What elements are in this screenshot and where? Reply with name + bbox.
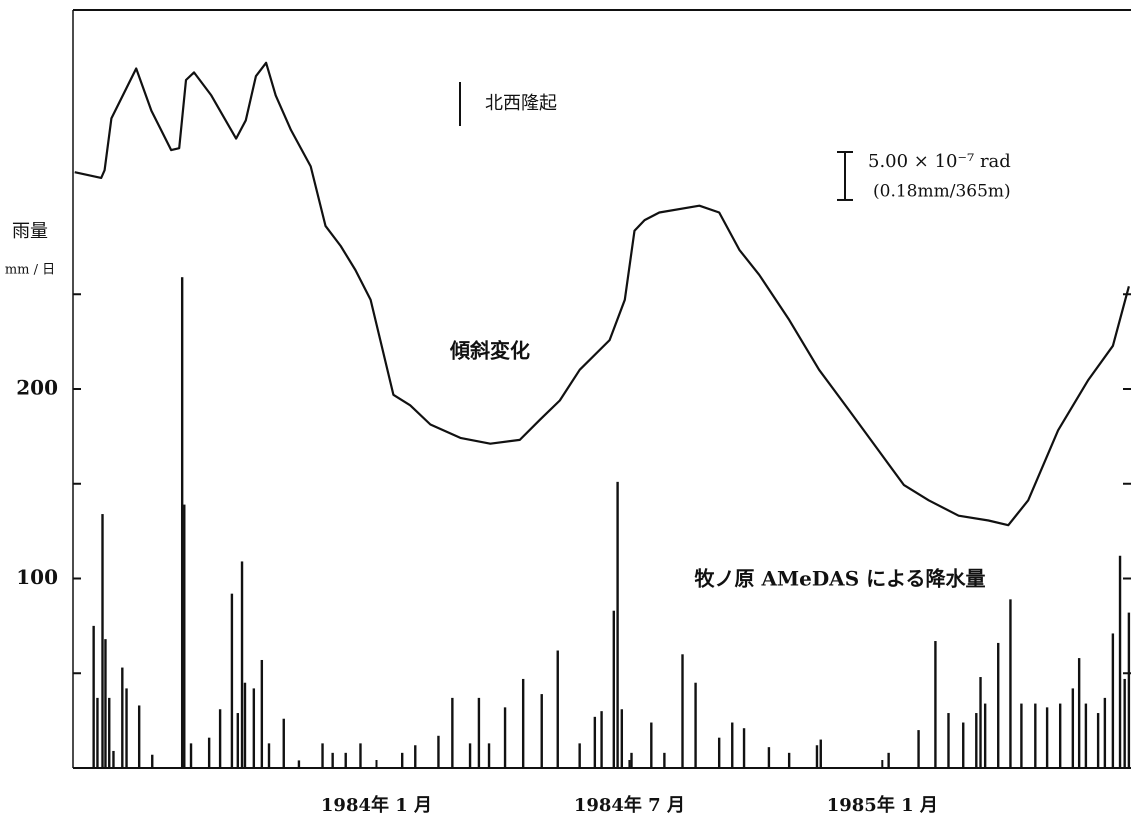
rain-bar [218, 709, 222, 768]
rain-bar [1127, 612, 1131, 768]
rain-bar [183, 504, 186, 768]
rain-bar [344, 752, 347, 768]
rain-bar [600, 711, 603, 768]
rain-bar [819, 739, 822, 768]
rain-bar [997, 642, 1000, 768]
rain-bar [297, 760, 301, 768]
rain-bar [650, 722, 653, 768]
x-tick-label: 1984年 1 月 [321, 794, 432, 816]
rain-bar [593, 716, 597, 768]
rain-bar [962, 722, 965, 768]
rain-bar [556, 650, 559, 768]
rain-bar [887, 752, 890, 768]
rain-bar [401, 752, 404, 768]
rain-bar [414, 745, 417, 768]
rain-bar [503, 707, 507, 768]
rain-bar [767, 747, 771, 768]
rain-bar [125, 688, 128, 768]
rain-bar [540, 694, 543, 768]
y-tick-label: 200 [16, 376, 58, 400]
annotation: 北西隆起 [485, 93, 557, 114]
rain-bar [468, 743, 472, 768]
y-axis-label: 雨量 [12, 221, 48, 242]
rain-bar [236, 713, 240, 768]
rain-bar [1096, 713, 1100, 768]
rain-bar [975, 713, 978, 768]
rain-bar [521, 678, 525, 768]
rain-bar [1045, 707, 1049, 768]
x-tick-label: 1985年 1 月 [827, 794, 938, 816]
rain-bar [437, 735, 440, 768]
rain-bar [1084, 703, 1088, 768]
rain-bar [180, 277, 184, 768]
rain-bar [947, 713, 950, 768]
rain-bar [612, 610, 616, 768]
scale-bar-sublabel: (0.18mm/365m) [873, 182, 1011, 202]
rain-bar [1071, 688, 1075, 768]
rain-bar [477, 697, 481, 768]
rain-bar [108, 697, 111, 768]
rain-bar [1123, 678, 1126, 768]
rain-bar [92, 625, 95, 768]
rain-bar [1009, 599, 1012, 768]
rain-bar [101, 514, 104, 768]
tilt-line [74, 61, 1130, 527]
rain-bar [620, 709, 624, 768]
rain-bar [578, 743, 581, 768]
rain-bar [815, 745, 819, 768]
rain-bar [1077, 658, 1081, 768]
rain-bar [1020, 703, 1023, 768]
rain-bar [616, 481, 619, 768]
rain-bar [663, 752, 666, 768]
rain-bar [917, 730, 920, 768]
rain-bar [112, 750, 115, 768]
rain-bar [137, 705, 141, 768]
rain-bar [331, 752, 334, 768]
rain-bar [694, 682, 697, 768]
rain-bar [934, 641, 937, 768]
rain-bar [359, 743, 362, 768]
rain-bar [1058, 703, 1062, 768]
rain-bar [189, 743, 193, 768]
rain-bar [731, 722, 734, 768]
rain-bar [451, 697, 454, 768]
rain-bar [983, 703, 987, 768]
rain-bar [742, 728, 746, 768]
rain-bar [260, 659, 264, 768]
y-axis-unit: mm / 日 [5, 263, 55, 278]
rain-bar [151, 754, 154, 768]
y-tick-label: 100 [16, 565, 58, 589]
rain-bar [1111, 633, 1115, 768]
rain-bar [121, 667, 124, 768]
rain-bar [630, 752, 633, 768]
rain-bar [321, 743, 324, 768]
rain-bar [96, 697, 99, 768]
rain-bar [252, 688, 256, 768]
rain-bar [1034, 703, 1037, 768]
series-label: 牧ノ原 AMeDAS による降水量 [694, 567, 985, 591]
rain-bar [240, 561, 244, 768]
rain-bar [1118, 555, 1122, 768]
series-label: 傾斜変化 [449, 339, 530, 363]
rain-bar [787, 752, 791, 768]
rain-bar [717, 737, 721, 768]
x-tick-label: 1984年 7 月 [574, 794, 685, 816]
rain-bar [282, 718, 285, 768]
rain-bar [207, 737, 211, 768]
rain-bar [104, 639, 107, 768]
rain-bar [487, 743, 491, 768]
rain-bar [230, 593, 234, 768]
scale-bar-label: 5.00 × 10⁻⁷ rad [868, 151, 1011, 172]
rain-bar [681, 654, 684, 768]
rain-bar [1103, 697, 1107, 768]
rain-bar [267, 743, 271, 768]
rain-bar [243, 682, 247, 768]
rain-bar [979, 677, 982, 768]
